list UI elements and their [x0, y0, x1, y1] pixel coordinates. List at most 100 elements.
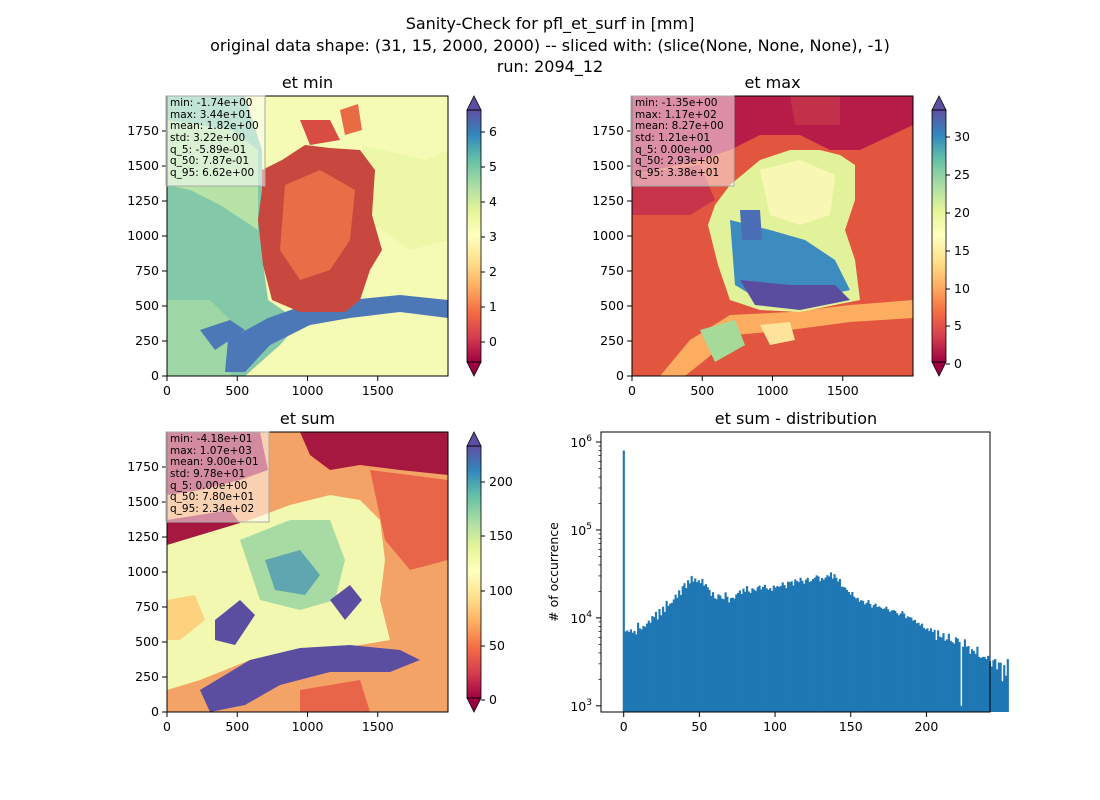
y-tick-label: 750 — [135, 263, 159, 278]
histogram-bar — [913, 619, 916, 712]
histogram-bar — [808, 582, 811, 712]
histogram-bar — [935, 640, 938, 712]
histogram-bar — [903, 613, 906, 712]
histogram-bar — [749, 592, 752, 712]
histogram-bar — [817, 576, 820, 712]
axes: 0 50 100 150 200 103 104 105 106 — [570, 434, 938, 734]
stats-box: min: -4.18e+01 max: 1.07e+03 mean: 9.00e… — [165, 431, 270, 523]
histogram-bar — [922, 627, 925, 712]
x-tick-label: 100 — [763, 719, 787, 734]
histogram-bar — [706, 587, 709, 712]
stat-line: std: 1.21e+01 — [635, 132, 710, 144]
histogram-bar — [881, 609, 884, 712]
stat-line: mean: 9.00e+01 — [170, 456, 259, 468]
stat-line: q_95: 6.62e+00 — [170, 167, 254, 179]
histogram-bar — [708, 589, 711, 712]
y-tick-label: 0 — [151, 368, 159, 383]
y-axis-label: # of occurrence — [546, 522, 561, 622]
histogram-bar — [1003, 665, 1006, 712]
histogram-bar — [892, 609, 895, 712]
histogram-bar — [645, 623, 649, 712]
y-tick-label: 250 — [600, 333, 624, 348]
histogram-bar — [792, 585, 795, 712]
histogram-bar — [849, 594, 852, 712]
histogram-bar — [974, 653, 977, 712]
x-tick-label: 1500 — [362, 383, 394, 398]
histogram-bar — [976, 646, 979, 712]
histogram-bar — [631, 632, 634, 712]
histogram-bar — [997, 662, 1000, 712]
histogram-bar — [895, 613, 899, 712]
colorbar-extend-min — [466, 361, 482, 377]
histogram-bar — [799, 577, 802, 712]
y-tick-label: 1750 — [592, 123, 624, 138]
histogram-bar — [885, 606, 888, 712]
histogram-bar — [904, 618, 908, 712]
histogram-bar — [635, 634, 638, 712]
histogram-bar — [978, 656, 981, 712]
histogram-bar — [672, 599, 675, 712]
colorbar-tick-label: 3 — [489, 229, 497, 244]
histogram-bar — [931, 632, 934, 712]
histogram-bar — [812, 578, 815, 712]
y-ticks: 0 250 500 750 1000 1250 1500 1750 — [127, 459, 167, 719]
histogram-bar — [915, 623, 918, 712]
stat-line: q_5: 0.00e+00 — [170, 480, 247, 492]
histogram-bar — [745, 586, 749, 712]
colorbar-tick-label: 30 — [954, 129, 970, 144]
histogram-bar — [765, 588, 768, 712]
colorbar-extend-max — [931, 95, 947, 111]
histogram-bar — [901, 611, 904, 712]
histogram-bar — [762, 586, 765, 712]
colorbar-tick-label: 15 — [954, 243, 970, 258]
axes: 0 500 1000 1500 0 250 500 750 1000 — [127, 123, 394, 398]
colorbar-tick-label: 100 — [489, 583, 513, 598]
histogram-bar — [670, 602, 674, 712]
histogram-bar — [837, 581, 840, 712]
x-ticks: 0 500 1000 1500 — [163, 712, 394, 734]
histogram-bar — [649, 622, 652, 712]
histogram-bar — [669, 603, 672, 712]
y-tick-label: 500 — [600, 298, 624, 313]
histogram-bar — [740, 593, 743, 712]
stat-line: std: 9.78e+01 — [170, 468, 245, 480]
histogram-bar — [888, 611, 891, 712]
histogram-bar — [756, 587, 759, 712]
histogram-bar — [987, 655, 990, 712]
histogram-bar — [1006, 659, 1009, 712]
histogram-bar — [685, 588, 688, 712]
x-tick-label: 1500 — [827, 383, 859, 398]
histogram-bar — [933, 629, 936, 712]
y-tick-label: 104 — [570, 610, 592, 626]
x-tick-label: 500 — [690, 383, 714, 398]
y-tick-label: 1500 — [127, 494, 159, 509]
histogram-bar — [972, 650, 975, 712]
histogram-bar — [676, 597, 679, 712]
histogram-bar — [713, 598, 716, 712]
histogram-bar — [810, 581, 813, 712]
y-tick-label: 105 — [570, 522, 592, 538]
histogram-bar — [728, 602, 731, 712]
histogram-bar — [822, 579, 825, 712]
histogram-bar — [747, 591, 750, 712]
y-tick-label: 500 — [135, 298, 159, 313]
stat-line: max: 1.07e+03 — [170, 445, 252, 457]
stat-line: q_50: 7.87e-01 — [170, 155, 249, 167]
histogram-bar — [642, 625, 645, 712]
histogram-bar — [806, 577, 809, 712]
histogram-bar — [956, 638, 959, 712]
histogram-bar — [681, 586, 684, 712]
histogram-bar — [813, 577, 816, 712]
histogram-bar — [654, 611, 658, 712]
y-tick-label: 1750 — [127, 123, 159, 138]
stat-line: q_95: 2.34e+02 — [170, 503, 254, 515]
colorbar-tick-label: 20 — [954, 205, 970, 220]
histogram-bar — [637, 622, 640, 712]
x-tick-label: 0 — [620, 719, 628, 734]
histogram-bar — [770, 590, 774, 712]
histogram-bar — [862, 600, 865, 712]
colorbar-tick-label: 50 — [489, 638, 505, 653]
histogram-bar — [963, 639, 966, 712]
histogram-bar — [638, 628, 641, 712]
histogram-bar — [874, 603, 877, 712]
